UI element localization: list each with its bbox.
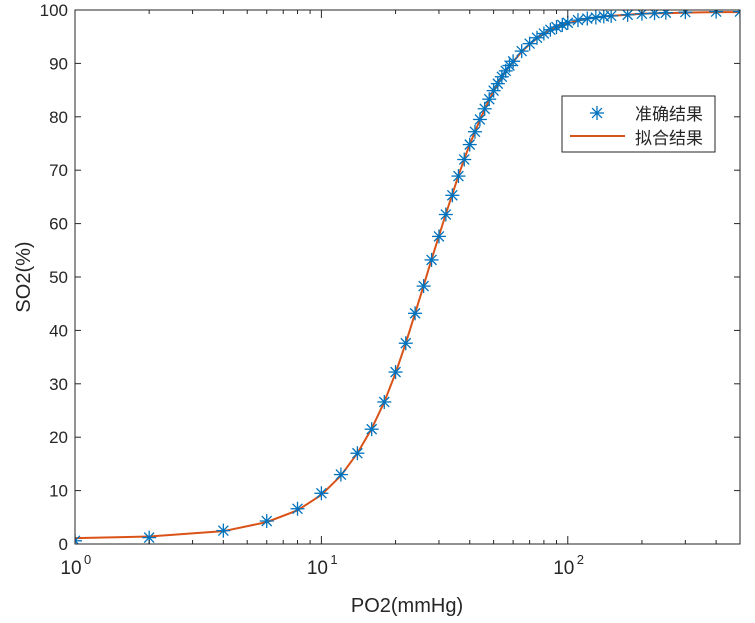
data-point: [438, 207, 453, 222]
y-tick-label: 100: [40, 1, 68, 20]
plot-area: [75, 10, 740, 544]
data-point: [620, 10, 635, 22]
x-tick-exponent: 1: [330, 552, 337, 567]
legend-marker-asterisk: [590, 106, 604, 120]
data-point: [457, 152, 472, 167]
x-tick-exponent: 2: [577, 552, 584, 567]
x-axis-label: PO2(mmHg): [351, 595, 463, 617]
y-tick-label: 30: [49, 375, 68, 394]
y-tick-label: 20: [49, 428, 68, 447]
data-point: [658, 10, 673, 20]
data-point: [462, 137, 477, 152]
data-point: [522, 36, 537, 51]
data-point: [216, 523, 231, 538]
data-point: [259, 514, 274, 529]
series-layer: [75, 10, 740, 544]
legend-asterisk-mark: [590, 106, 604, 120]
y-tick-label: 60: [49, 215, 68, 234]
data-point: [604, 10, 619, 23]
x-tick-label: 10: [553, 558, 574, 579]
data-point: [570, 13, 585, 28]
data-point: [377, 394, 392, 409]
data-point: [350, 446, 365, 461]
data-point: [445, 188, 460, 203]
data-point: [506, 54, 521, 69]
data-point: [472, 112, 487, 127]
legend-label-series-2: 拟合结果: [635, 129, 703, 148]
x-axis: 10 0 10 1 10 2: [60, 10, 741, 579]
data-point: [486, 83, 501, 98]
x-tick-exponent: 0: [84, 552, 91, 567]
data-point: [490, 76, 505, 91]
legend-box: [561, 95, 716, 153]
data-point: [416, 279, 431, 294]
data-point: [333, 467, 348, 482]
y-tick-label: 10: [49, 482, 68, 501]
y-tick-label: 80: [49, 108, 68, 127]
data-point: [555, 17, 570, 32]
y-tick-label: 50: [49, 268, 68, 287]
y-axis: 0 10 20 30 40 50 60 70 80 90 100: [40, 1, 740, 554]
x-tick-label: 10: [307, 558, 328, 579]
y-tick-label: 40: [49, 321, 68, 340]
data-point: [142, 530, 157, 544]
data-point: [424, 252, 439, 267]
data-point: [408, 306, 423, 321]
legend: 准确结果 拟合结果: [561, 95, 716, 153]
data-point: [75, 533, 82, 544]
data-point: [388, 365, 403, 380]
y-axis-label: SO2(%): [13, 241, 35, 312]
data-point: [451, 169, 466, 184]
data-point: [467, 124, 482, 139]
legend-label-series-1: 准确结果: [635, 105, 703, 124]
data-point: [290, 501, 305, 516]
data-point: [733, 10, 740, 19]
y-tick-label: 0: [59, 535, 68, 554]
data-point: [398, 336, 413, 351]
y-tick-label: 70: [49, 161, 68, 180]
data-point: [549, 20, 564, 35]
data-point: [543, 22, 558, 37]
data-point: [314, 486, 329, 501]
data-point: [364, 422, 379, 437]
y-tick-label: 90: [49, 54, 68, 73]
x-tick-label: 10: [60, 558, 81, 579]
data-point: [431, 229, 446, 244]
